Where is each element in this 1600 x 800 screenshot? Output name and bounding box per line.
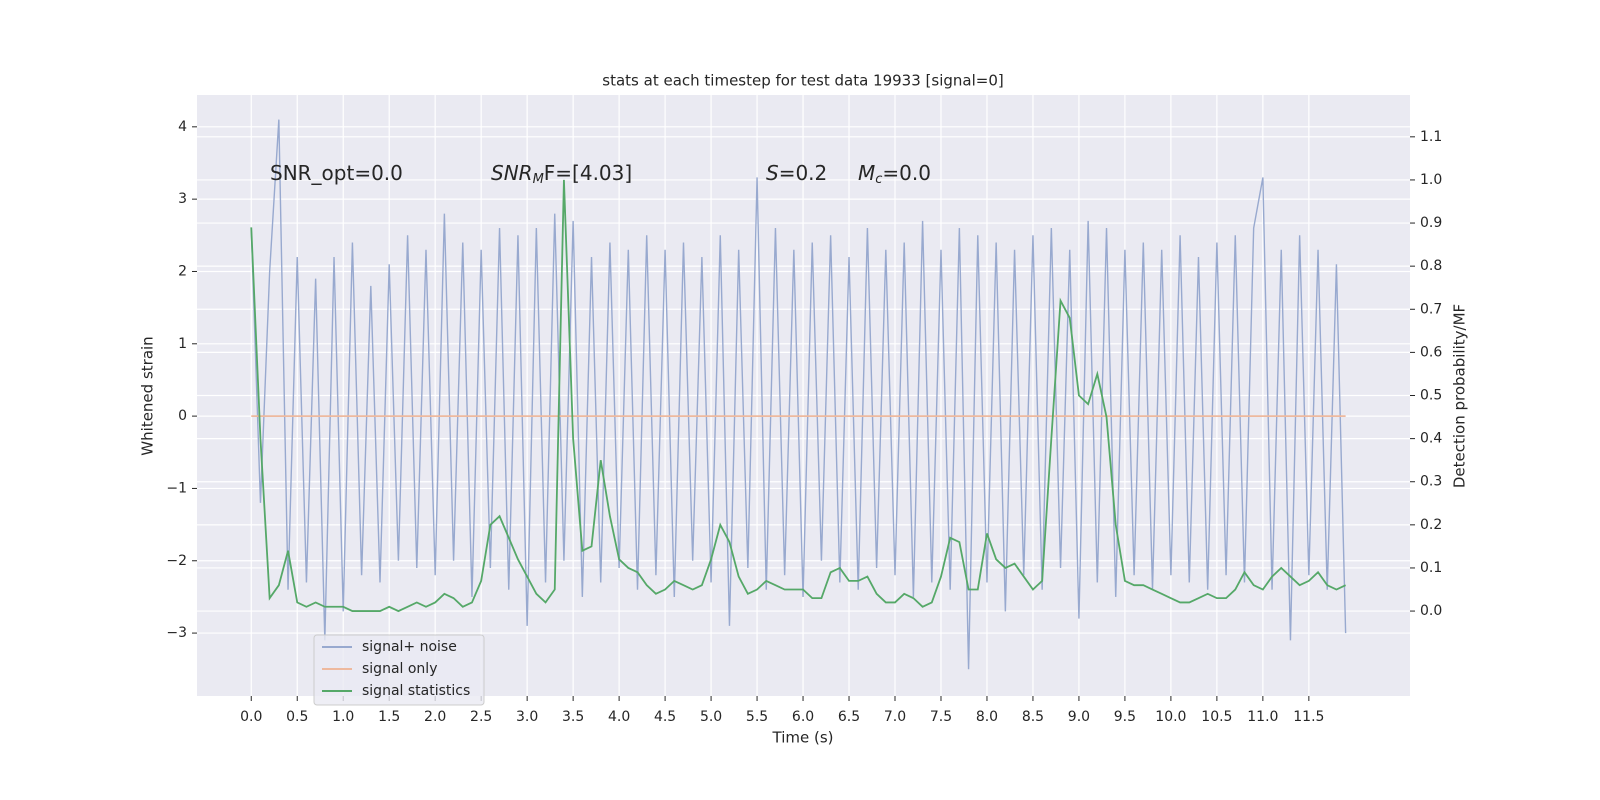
x-tick-label: 6.5 bbox=[838, 709, 860, 725]
x-tick-label: 10.0 bbox=[1155, 709, 1186, 725]
y2-tick-label: 0.0 bbox=[1420, 603, 1442, 619]
annotation-part: c bbox=[875, 172, 882, 187]
y2-tick-label: 1.1 bbox=[1420, 129, 1442, 145]
chart-title: stats at each timestep for test data 199… bbox=[602, 72, 1003, 90]
annotation-part: M bbox=[858, 161, 875, 185]
x-tick-label: 0.5 bbox=[286, 709, 308, 725]
y-tick-label: 2 bbox=[178, 263, 187, 279]
annotation: SNRMF=[4.03] bbox=[491, 161, 632, 187]
legend: signal+ noise signal only signal statistic… bbox=[313, 634, 485, 706]
legend-label: signal only bbox=[362, 661, 437, 677]
annotations: SNR_opt=0.0 SNRMF=[4.03] S=0.2 Mc=0.0 bbox=[270, 161, 931, 187]
x-tick-label: 11.0 bbox=[1247, 709, 1278, 725]
y2-axis-label: Detection probability/MF bbox=[1451, 304, 1469, 488]
y2-tick-label: 0.2 bbox=[1420, 517, 1442, 533]
y-tick-label: −1 bbox=[166, 480, 187, 496]
y-axis-label: Whitened strain bbox=[139, 336, 157, 455]
annotation: SNR_opt=0.0 bbox=[270, 161, 403, 185]
x-tick-label: 4.5 bbox=[654, 709, 676, 725]
annotation: S=0.2 bbox=[766, 161, 827, 185]
legend-box bbox=[313, 634, 485, 706]
x-tick-label: 1.0 bbox=[332, 709, 354, 725]
series-line bbox=[250, 119, 1347, 670]
y2-tick-label: 0.1 bbox=[1420, 560, 1442, 576]
legend-label: signal statistics bbox=[362, 683, 470, 699]
y2-tick-label: 0.8 bbox=[1420, 258, 1442, 274]
annotation-part: SNR_opt=0.0 bbox=[270, 161, 403, 185]
x-tick-label: 10.5 bbox=[1201, 709, 1232, 725]
x-tick-label: 5.0 bbox=[700, 709, 722, 725]
y-tick-label: 1 bbox=[178, 336, 187, 352]
y-tick-label: −3 bbox=[166, 625, 187, 641]
annotation-part: =0.2 bbox=[779, 161, 828, 185]
x-tick-label: 9.0 bbox=[1068, 709, 1090, 725]
x-tick-label: 2.5 bbox=[470, 709, 492, 725]
x-axis-label: Time (s) bbox=[772, 729, 834, 747]
y2-tick-label: 0.4 bbox=[1420, 431, 1442, 447]
x-tick-label: 11.5 bbox=[1293, 709, 1324, 725]
y-tick-label: 3 bbox=[178, 191, 187, 207]
x-tick-label: 8.5 bbox=[1022, 709, 1044, 725]
x-tick-label: 8.0 bbox=[976, 709, 998, 725]
x-tick-label: 2.0 bbox=[424, 709, 446, 725]
marks bbox=[250, 119, 1347, 670]
series-line bbox=[250, 179, 1347, 613]
y2-tick-label: 0.7 bbox=[1420, 301, 1442, 317]
y2-tick-label: 0.5 bbox=[1420, 388, 1442, 404]
y2-tick-label: 1.0 bbox=[1420, 172, 1442, 188]
x-tick-label: 0.0 bbox=[240, 709, 262, 725]
y-tick-label: −2 bbox=[166, 553, 187, 569]
grid bbox=[197, 95, 1410, 696]
annotation-part: F=[4.03] bbox=[544, 161, 632, 185]
annotation: Mc=0.0 bbox=[858, 161, 931, 187]
annotation-part: M bbox=[533, 172, 544, 187]
y2-tick-label: 0.3 bbox=[1420, 474, 1442, 490]
x-tick-label: 4.0 bbox=[608, 709, 630, 725]
x-tick-label: 7.5 bbox=[930, 709, 952, 725]
x-tick-label: 6.0 bbox=[792, 709, 814, 725]
axes: 0.0 0.5 1.0 1.5 2.0 2.5 3.0 3.5 4.0 4.5 5.0 5.5 6.0 6… bbox=[166, 119, 1442, 725]
x-tick-label: 3.5 bbox=[562, 709, 584, 725]
y2-tick-label: 0.9 bbox=[1420, 215, 1442, 231]
x-tick-label: 3.0 bbox=[516, 709, 538, 725]
annotation-part: S bbox=[766, 161, 779, 185]
y-tick-label: 4 bbox=[178, 119, 187, 135]
annotation-part: SNR bbox=[491, 161, 533, 185]
annotation-part: =0.0 bbox=[882, 161, 931, 185]
x-tick-label: 7.0 bbox=[884, 709, 906, 725]
x-tick-label: 5.5 bbox=[746, 709, 768, 725]
y-tick-label: 0 bbox=[178, 408, 187, 424]
legend-label: signal+ noise bbox=[362, 639, 457, 655]
y2-tick-label: 0.6 bbox=[1420, 344, 1442, 360]
x-tick-label: 1.5 bbox=[378, 709, 400, 725]
x-tick-label: 9.5 bbox=[1114, 709, 1136, 725]
